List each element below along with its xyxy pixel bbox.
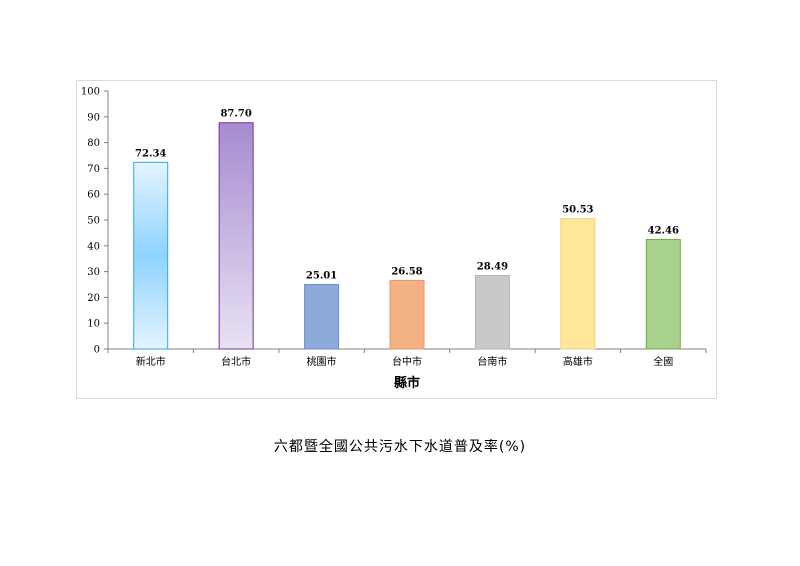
bar	[304, 283, 340, 350]
y-tick-label: 70	[87, 164, 100, 175]
bar	[218, 122, 254, 350]
bar-value-label: 42.46	[648, 225, 679, 236]
x-axis-title: 縣市	[394, 375, 420, 391]
y-tick-label: 60	[87, 190, 100, 201]
chart-labels: 72.34 新北市 87.70 台北市 25.01 桃園市 26.58 台中市 28.49 台南市…	[135, 109, 679, 391]
chart-caption: 六都暨全國公共污水下水道普及率(%)	[273, 439, 527, 455]
bar	[560, 218, 596, 350]
bar-value-label: 25.01	[306, 270, 337, 281]
x-tick-label: 桃園市	[307, 355, 337, 368]
y-tick-label: 90	[87, 112, 100, 123]
chart-axes: 0 10 20 30 40 50 60 70 80 90 100	[81, 87, 707, 356]
x-tick-label: 台南市	[477, 355, 507, 368]
bar-value-label: 72.34	[135, 148, 166, 159]
x-tick-label: 台中市	[392, 355, 422, 368]
y-tick-label: 30	[87, 267, 100, 278]
x-tick-label: 全國	[653, 355, 673, 368]
y-tick-label: 10	[87, 319, 100, 330]
bar	[389, 279, 425, 350]
y-tick-label: 80	[87, 138, 100, 149]
y-tick-label: 100	[81, 87, 100, 98]
bar	[645, 238, 681, 350]
x-tick-label: 新北市	[136, 355, 166, 368]
bar-value-label: 28.49	[477, 261, 508, 272]
y-tick-label: 0	[94, 345, 100, 356]
x-tick-label: 台北市	[221, 355, 251, 368]
y-tick-label: 50	[87, 216, 100, 227]
bar	[133, 161, 169, 350]
bar-value-label: 87.70	[220, 109, 251, 120]
chart-bars	[133, 122, 681, 350]
bar-value-label: 26.58	[391, 266, 422, 277]
y-tick-label: 20	[87, 293, 100, 304]
y-tick-label: 40	[87, 241, 100, 252]
bar-value-label: 50.53	[562, 205, 593, 216]
x-tick-label: 高雄市	[563, 355, 593, 368]
bar	[474, 274, 510, 350]
